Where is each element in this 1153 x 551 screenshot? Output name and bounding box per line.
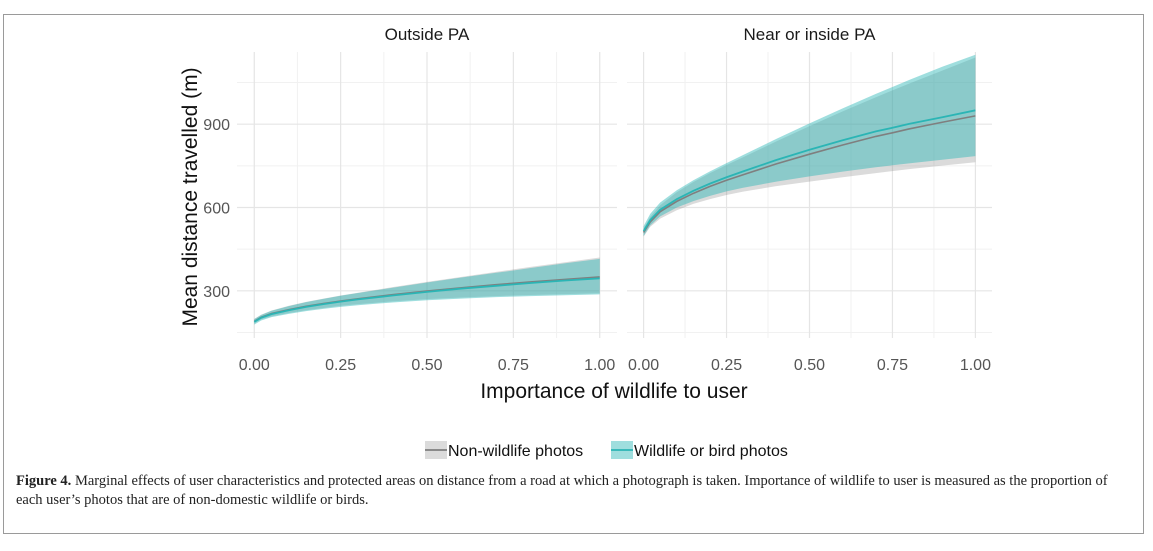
x-tick-label: 0.00 (239, 357, 270, 374)
x-tick-label: 0.25 (711, 357, 742, 374)
ci-ribbon-near-pa-wildlife (643, 54, 976, 237)
legend-label-non-wildlife: Non-wildlife photos (448, 443, 583, 460)
x-tick-label: 0.00 (628, 357, 659, 374)
y-tick-label: 300 (203, 284, 230, 301)
x-tick-label: 0.75 (877, 357, 908, 374)
x-tick-label: 0.75 (498, 357, 529, 374)
series-line-near-pa-wildlife (642, 109, 976, 232)
x-axis-title: Importance of wildlife to user (480, 380, 747, 403)
series-line-near-pa-non-wildlife (642, 115, 976, 233)
y-tick-label: 600 (203, 200, 230, 217)
x-tick-label: 0.50 (411, 357, 442, 374)
x-tick-label: 1.00 (584, 357, 615, 374)
y-tick-label: 900 (203, 117, 230, 134)
y-axis-title: Mean distance travelled (m) (179, 67, 202, 326)
x-tick-label: 0.50 (794, 357, 825, 374)
caption-label: Figure 4. (16, 473, 72, 489)
panel-title-near-pa: Near or inside PA (744, 25, 877, 44)
x-tick-label: 0.25 (325, 357, 356, 374)
faceted-line-chart: Outside PA 0.00 0.25 0.50 0.75 1.00 Near or in… (179, 25, 992, 460)
caption-text: Marginal effects of user characteristics… (16, 473, 1108, 508)
legend-label-wildlife: Wildlife or bird photos (634, 443, 788, 460)
series-line-outside-pa-wildlife (253, 277, 600, 323)
x-tick-label: 1.00 (960, 357, 991, 374)
figure-caption: Figure 4. Marginal effects of user chara… (16, 472, 1136, 510)
panel-title-outside-pa: Outside PA (385, 25, 470, 44)
ci-ribbon-near-pa-non-wildlife (643, 57, 976, 237)
